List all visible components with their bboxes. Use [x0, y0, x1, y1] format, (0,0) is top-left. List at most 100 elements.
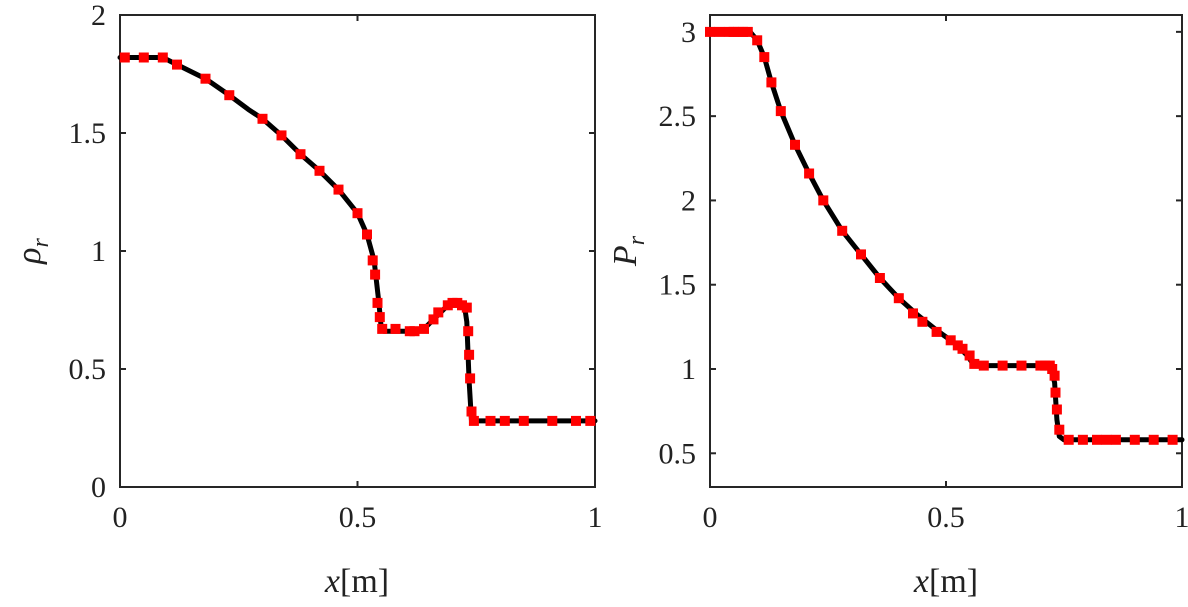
density-marker	[295, 149, 306, 160]
density-marker	[461, 302, 472, 313]
density-ticks: 0 0.5 1 0 0.5 1 1.5 2	[69, 0, 603, 534]
density-marker	[370, 269, 381, 280]
pressure-marker	[1129, 434, 1140, 445]
density-marker	[468, 415, 479, 426]
density-marker	[571, 415, 581, 426]
pressure-marker	[1054, 424, 1065, 435]
density-y-axis-label: ρr	[11, 238, 54, 265]
density-marker	[463, 326, 474, 337]
pressure-x-axis-label: x[m]	[913, 563, 978, 600]
density-marker	[433, 307, 444, 318]
density-marker	[377, 323, 388, 334]
density-marker	[409, 326, 420, 337]
pressure-marker	[931, 326, 942, 337]
pressure-marker	[964, 350, 975, 361]
pressure-marker	[1148, 434, 1159, 445]
density-marker	[257, 113, 268, 124]
pressure-y-tick-label: 1.5	[659, 269, 697, 302]
density-y-tick-label: 0	[91, 471, 106, 504]
pressure-marker	[969, 358, 980, 369]
pressure-series	[705, 26, 1185, 445]
density-marker	[585, 415, 596, 426]
pressure-marker	[804, 168, 815, 179]
density-marker	[276, 130, 287, 141]
pressure-marker	[775, 106, 786, 117]
pressure-marker	[1110, 434, 1121, 445]
pressure-marker	[1077, 434, 1088, 445]
pressure-marker	[997, 360, 1008, 371]
pressure-x-tick-label: 1	[1175, 501, 1188, 534]
pressure-marker	[1051, 404, 1062, 415]
pressure-marker	[759, 52, 770, 63]
density-x-tick-label: 1	[588, 501, 603, 534]
density-marker	[362, 229, 372, 240]
pressure-marker	[837, 225, 848, 236]
pressure-marker	[1016, 360, 1027, 371]
density-marker	[224, 90, 235, 101]
pressure-marker	[957, 343, 968, 354]
pressure-marker	[705, 26, 715, 37]
density-x-axis-label: x[m]	[324, 563, 389, 600]
density-y-tick-label: 0.5	[69, 353, 107, 386]
pressure-marker	[790, 139, 800, 150]
density-x-tick-label: 0	[113, 501, 128, 534]
density-marker	[119, 52, 130, 63]
pressure-y-tick-label: 2.5	[659, 100, 697, 133]
density-marker	[485, 415, 496, 426]
pressure-y-tick-label: 3	[681, 16, 696, 49]
density-marker	[374, 312, 385, 323]
pressure-marker	[714, 26, 725, 37]
density-marker	[547, 415, 558, 426]
density-y-tick-label: 2	[91, 0, 106, 32]
density-marker	[172, 59, 182, 70]
pressure-marker	[1101, 434, 1112, 445]
density-marker	[390, 323, 401, 334]
density-marker	[138, 52, 149, 63]
density-marker	[352, 208, 363, 219]
pressure-marker	[742, 26, 753, 37]
pressure-marker	[874, 273, 885, 283]
pressure-marker	[945, 335, 956, 346]
density-marker	[372, 297, 383, 308]
pressure-marker	[1063, 434, 1074, 445]
density-marker	[428, 314, 439, 325]
density-marker	[465, 373, 476, 384]
density-x-tick-label: 0.5	[339, 501, 377, 534]
density-marker	[333, 184, 344, 195]
density-marker	[314, 165, 325, 176]
pressure-marker	[856, 249, 866, 260]
density-marker	[157, 52, 168, 63]
density-series	[117, 52, 598, 426]
density-marker	[367, 255, 378, 266]
density-marker	[464, 349, 475, 360]
pressure-marker	[766, 77, 777, 88]
density-marker	[200, 73, 211, 84]
pressure-marker	[1050, 387, 1061, 398]
pressure-y-tick-label: 2	[681, 184, 696, 217]
pressure-y-tick-label: 0.5	[659, 437, 697, 470]
density-chart: 0 0.5 1 0 0.5 1 1.5 2 x[m] ρr	[11, 0, 603, 600]
pressure-marker	[893, 293, 904, 304]
density-marker	[518, 415, 529, 426]
pressure-marker	[752, 35, 763, 46]
density-marker	[466, 406, 477, 417]
density-marker	[499, 415, 510, 426]
density-y-tick-label: 1.5	[69, 117, 107, 150]
pressure-marker	[978, 360, 989, 371]
density-y-tick-label: 1	[91, 235, 106, 268]
pressure-marker	[1049, 370, 1060, 381]
pressure-marker	[818, 195, 829, 206]
pressure-y-axis-label: Pr	[607, 235, 650, 267]
pressure-plot-area	[709, 14, 1183, 488]
pressure-chart: 0 0.5 10.511.522.53 x[m] Pr	[607, 14, 1188, 600]
pressure-x-tick-label: 0	[703, 501, 718, 534]
pressure-ticks: 0 0.5 10.511.522.53	[659, 15, 1188, 534]
pressure-marker	[1167, 434, 1178, 445]
density-marker	[419, 323, 429, 334]
pressure-marker	[908, 308, 918, 319]
pressure-marker	[1047, 364, 1058, 374]
pressure-marker	[1092, 434, 1102, 445]
pressure-y-tick-label: 1	[681, 353, 696, 386]
density-plot-area	[119, 14, 596, 488]
